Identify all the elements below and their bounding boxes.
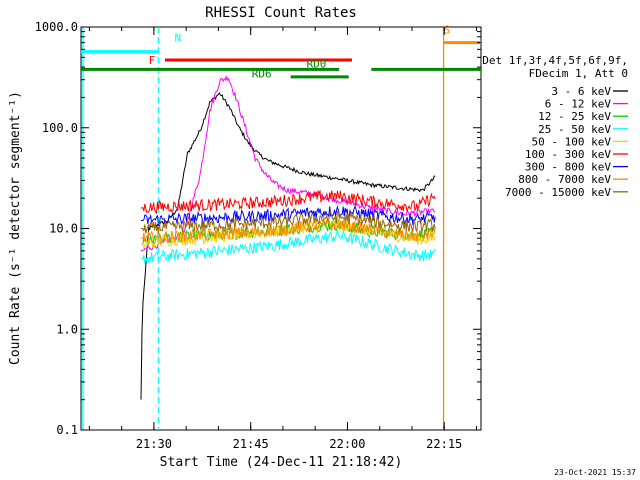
series-line-1	[140, 91, 436, 400]
annotation-layer: N F RD0 RD6 S	[149, 24, 450, 81]
chart-title: RHESSI Count Rates	[205, 5, 357, 21]
x-axis-label: Start Time (24-Dec-11 21:18:42)	[160, 455, 403, 470]
annotation-label-f: F	[149, 54, 156, 67]
y-axis-label: Count Rate (s⁻¹ detector segment⁻¹)	[8, 91, 23, 365]
y-tick-label: 0.1	[56, 423, 78, 437]
legend-header-line-2: FDecim 1, Att 0	[529, 67, 628, 80]
legend-label: 50 - 100 keV	[532, 135, 612, 148]
legend-header-line-1: Det 1f,3f,4f,5f,6f,9f,	[482, 54, 628, 67]
y-tick-label: 1000.0	[35, 20, 78, 34]
x-tick-label: 21:45	[233, 437, 269, 451]
y-tick-label: 1.0	[56, 322, 78, 336]
legend-label: 7000 - 15000 keV	[505, 186, 611, 199]
y-tick-label: 100.0	[42, 121, 78, 135]
series-line-8	[140, 218, 436, 245]
x-axis: 21:30 21:45 22:00 22:15	[88, 27, 477, 451]
legend-label: 3 - 6 keV	[551, 85, 611, 98]
plot-layer: N F RD0 RD6 S 21:30 21:45 22:00 22:15 0.1 1.0 10.…	[35, 20, 482, 451]
series-line-9	[140, 210, 436, 234]
x-tick-label: 21:30	[136, 437, 172, 451]
legend: Det 1f,3f,4f,5f,6f,9f, FDecim 1, Att 0 3…	[482, 54, 628, 199]
x-tick-label: 22:15	[426, 437, 462, 451]
series-line-6	[140, 189, 436, 215]
legend-label: 25 - 50 keV	[538, 123, 611, 136]
series-layer	[140, 76, 436, 400]
legend-label: 300 - 800 keV	[525, 161, 611, 174]
legend-label: 800 - 7000 keV	[518, 173, 611, 186]
annotation-label-rd0: RD0	[307, 58, 327, 71]
legend-label: 12 - 25 keV	[538, 110, 611, 123]
y-axis: 0.1 1.0 10.0 100.0 1000.0	[35, 20, 481, 437]
legend-label: 100 - 300 keV	[525, 148, 611, 161]
x-tick-label: 22:00	[329, 437, 365, 451]
annotation-label-n: N	[174, 31, 181, 44]
series-line-4	[140, 229, 436, 264]
attenuator-state-bars	[81, 41, 481, 79]
series-line-2	[140, 76, 436, 252]
y-tick-label: 10.0	[49, 222, 78, 236]
footer-timestamp: 23-Oct-2021 15:37	[554, 468, 636, 477]
annotation-label-s: S	[443, 24, 450, 37]
annotation-label-rd6: RD6	[252, 68, 272, 81]
legend-label: 6 - 12 keV	[545, 98, 612, 111]
